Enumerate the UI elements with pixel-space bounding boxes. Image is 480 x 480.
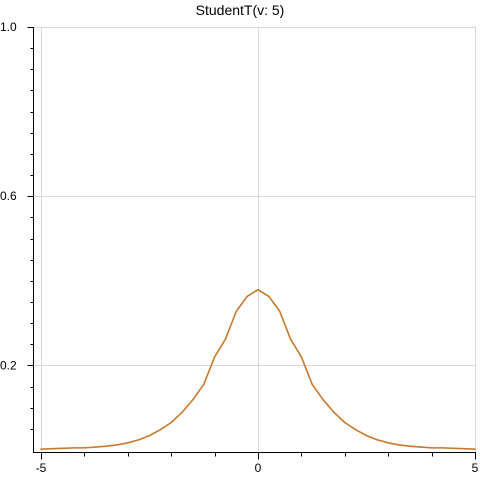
data-point <box>398 444 400 446</box>
data-point <box>289 338 292 340</box>
data-point <box>474 448 476 450</box>
data-point <box>268 295 270 298</box>
data-point <box>365 434 368 437</box>
data-point <box>246 295 248 298</box>
data-point <box>170 421 172 424</box>
data-point <box>419 446 422 448</box>
data-point <box>257 288 259 291</box>
data-point <box>463 447 465 450</box>
y-tick-label: 0.6 <box>0 189 17 203</box>
ticks <box>27 27 476 460</box>
data-point <box>61 447 64 450</box>
data-point <box>116 444 118 446</box>
data-point <box>105 445 107 447</box>
data-point <box>235 310 238 313</box>
data-point <box>300 356 303 358</box>
data-point <box>202 383 205 386</box>
data-point <box>322 398 324 401</box>
data-point <box>354 428 357 431</box>
data-point <box>192 398 194 401</box>
data-point <box>441 447 444 449</box>
data-point <box>278 310 281 313</box>
data-point <box>40 448 42 450</box>
data-point <box>181 411 183 414</box>
x-tick-label: -5 <box>36 461 47 475</box>
axes <box>33 27 476 453</box>
x-tick-label: 0 <box>255 461 262 475</box>
data-point <box>137 439 140 441</box>
data-point <box>213 356 216 358</box>
chart-title: StudentT(v: 5) <box>196 2 285 18</box>
data-point <box>387 442 390 444</box>
data-point <box>409 445 411 447</box>
y-tick-label: 1.0 <box>0 20 17 34</box>
data-point <box>224 338 227 340</box>
data-point <box>452 447 455 450</box>
tick-labels: -5 0 5 0.2 0.6 1.0 <box>0 20 479 475</box>
grid-lines <box>34 27 476 452</box>
data-point <box>51 447 53 450</box>
series <box>40 288 476 450</box>
data-point <box>311 383 314 386</box>
data-point <box>94 446 97 448</box>
data-point <box>333 411 335 414</box>
data-point <box>127 442 129 444</box>
data-point <box>430 447 433 449</box>
data-point <box>148 434 151 437</box>
x-tick-label: 5 <box>472 461 479 475</box>
data-point <box>159 428 162 431</box>
data-point <box>72 447 75 449</box>
data-point <box>344 421 346 424</box>
data-point <box>83 447 86 449</box>
data-point <box>376 439 379 441</box>
y-tick-label: 0.2 <box>0 358 17 372</box>
